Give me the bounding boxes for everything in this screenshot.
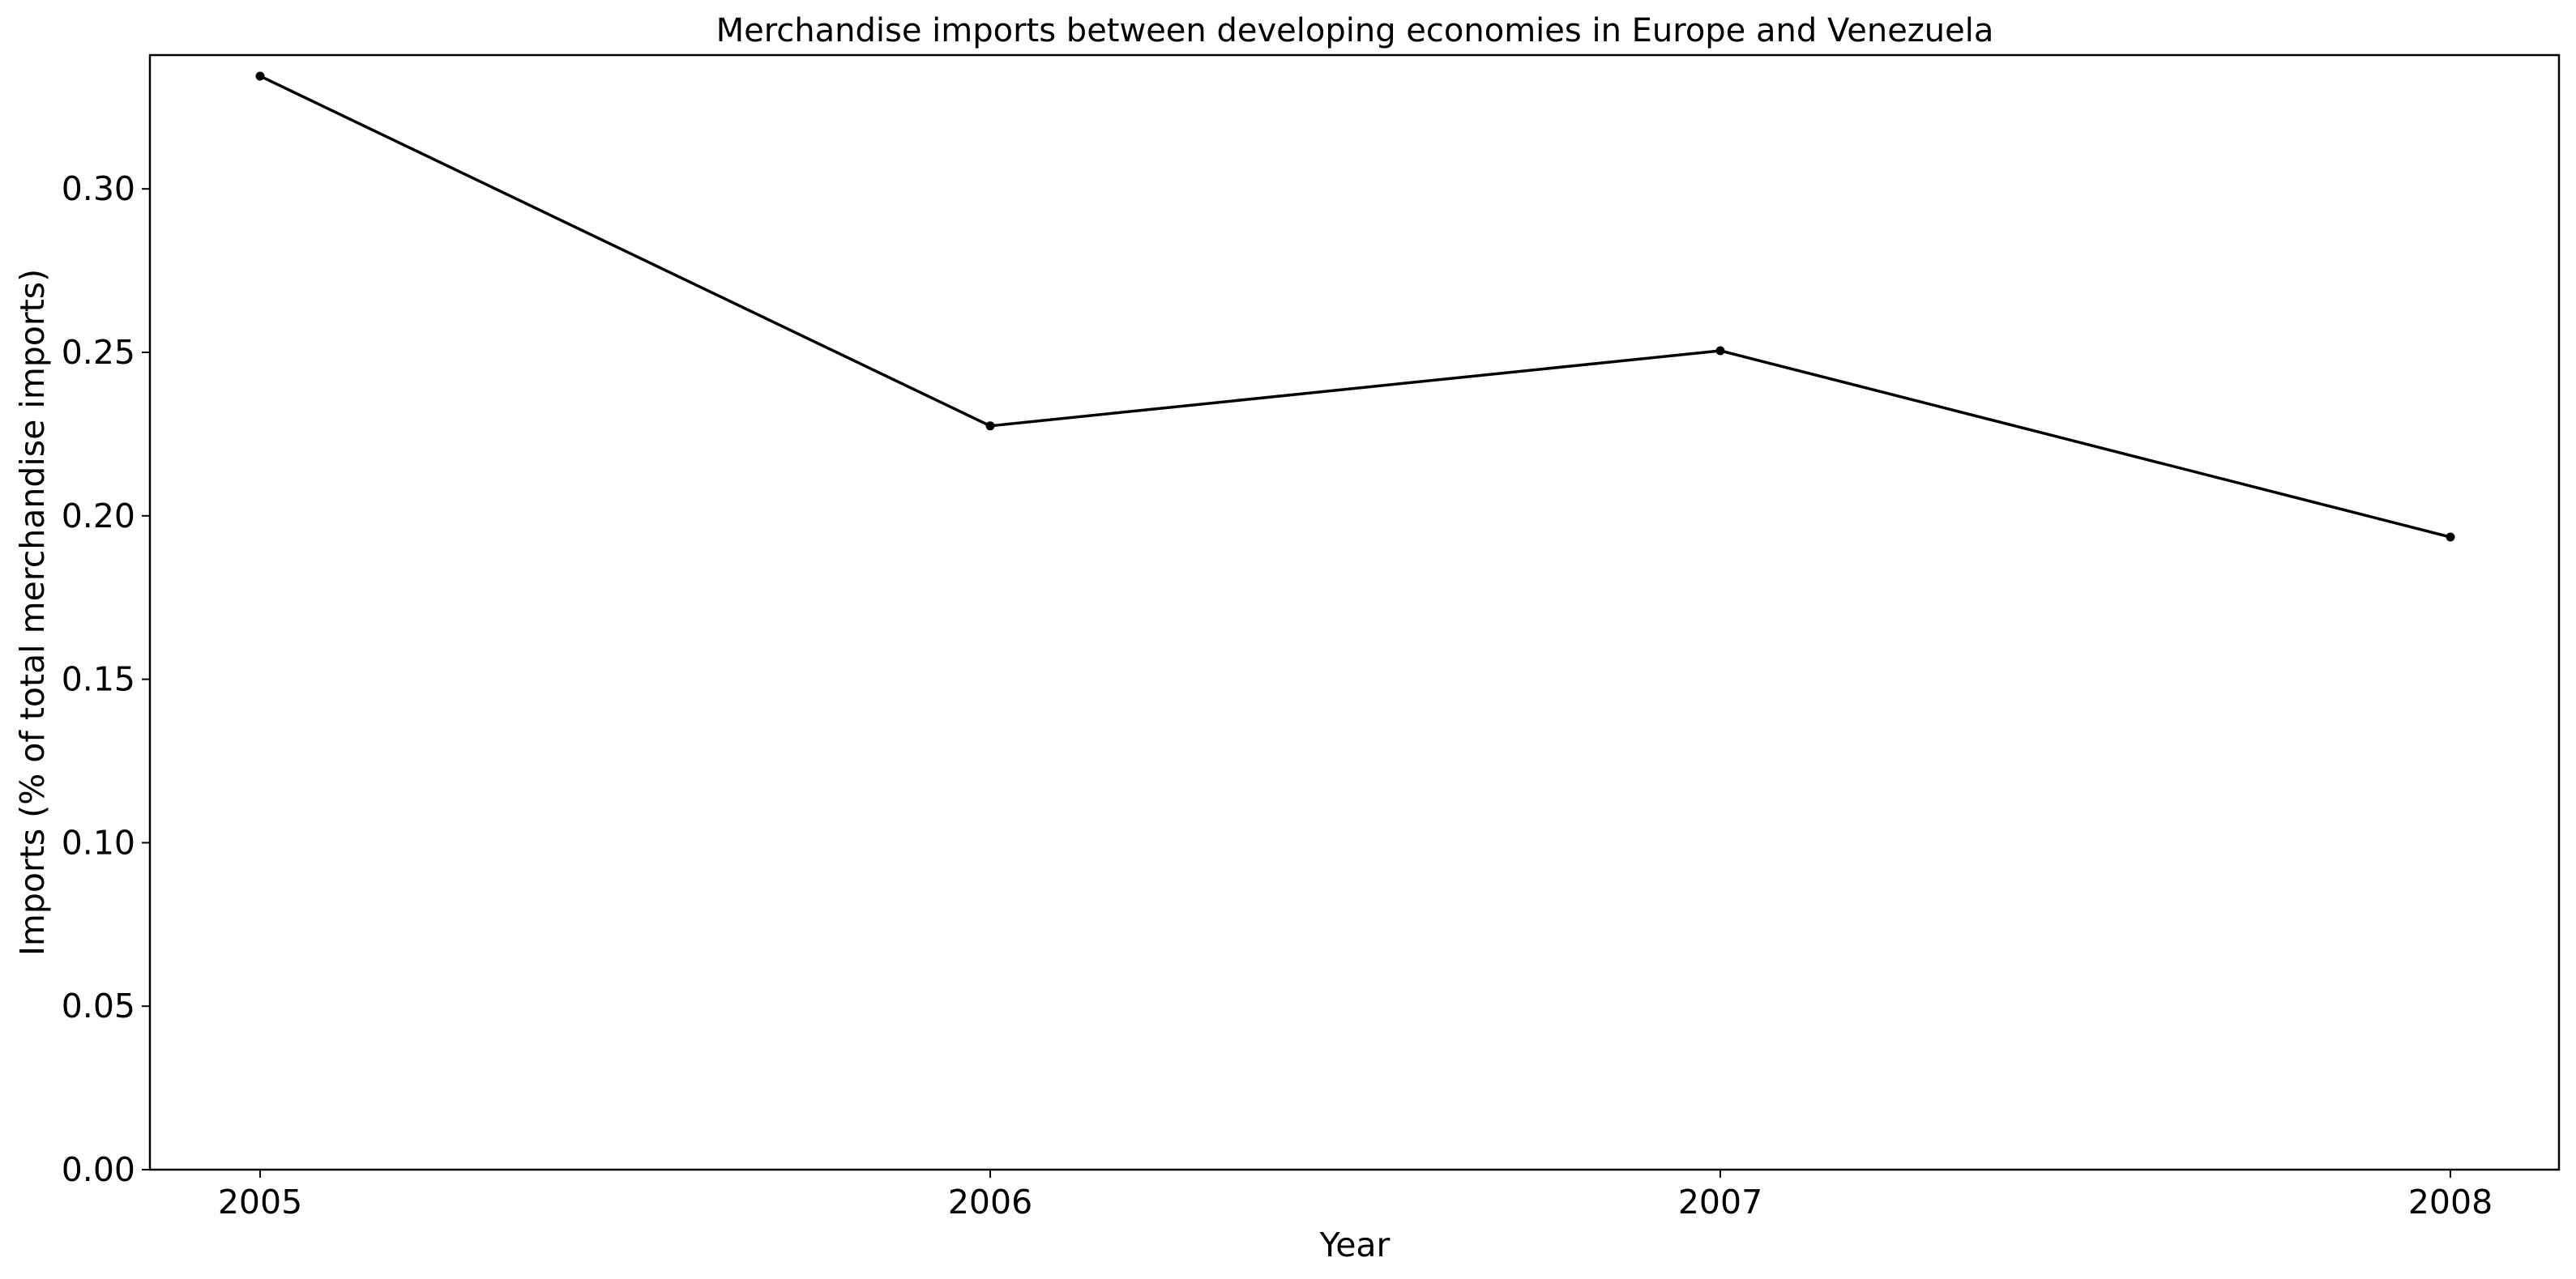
x-tick-label: 2007 [1678,1183,1762,1221]
plot-area: 0.00 0.05 0.10 0.15 0.20 0.25 0.30 2005 2006 2007… [62,71,2493,1221]
data-point [1715,346,1725,356]
data-point [985,421,995,431]
y-tick-label: 0.05 [62,987,135,1025]
y-tick-label: 0.25 [62,333,135,372]
chart-title: Merchandise imports between developing e… [716,12,1994,49]
x-tick-label: 2006 [948,1183,1032,1221]
x-axis-label: Year [1319,1226,1391,1264]
data-point [2446,532,2455,542]
data-point [255,71,265,81]
y-tick-label: 0.10 [62,823,135,862]
y-tick-label: 0.00 [62,1150,135,1189]
y-tick-label: 0.30 [62,169,135,208]
x-tick-label: 2008 [2408,1183,2493,1221]
series-line [259,75,2451,539]
y-axis-label: Imports (% of total merchandise imports) [13,269,52,956]
x-tick-label: 2005 [218,1183,302,1221]
y-tick-label: 0.15 [62,660,135,699]
y-tick-label: 0.20 [62,497,135,535]
plot-frame [148,53,2561,1171]
